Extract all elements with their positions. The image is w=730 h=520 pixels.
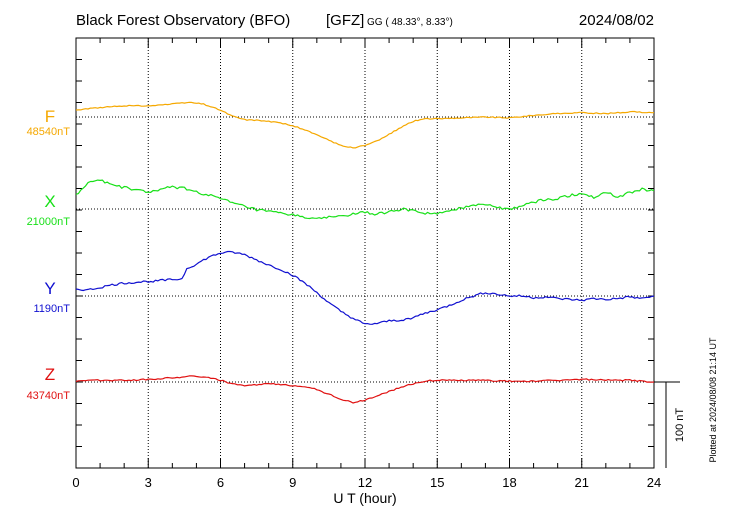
- series-line-y: [75, 250, 655, 325]
- x-tick-label: 0: [72, 475, 79, 490]
- series-baseline-label-x: 21000nT: [27, 216, 71, 228]
- x-tick-label: 3: [145, 475, 152, 490]
- scale-bar-label: 100 nT: [674, 408, 686, 443]
- x-tick-label: 6: [217, 475, 224, 490]
- plotted-timestamp: Plotted at 2024/08/08 21:14 UT: [708, 337, 718, 463]
- series-line-z: [75, 375, 655, 404]
- date-label: 2024/08/02: [579, 12, 654, 29]
- scale-bar: [654, 381, 680, 468]
- x-tick-label: 18: [502, 475, 516, 490]
- x-tick-label: 15: [430, 475, 444, 490]
- x-tick-label: 9: [289, 475, 296, 490]
- x-tick-label: 12: [358, 475, 372, 490]
- series-name-f: F: [45, 107, 55, 126]
- series-line-x: [75, 179, 655, 220]
- series-name-x: X: [44, 192, 55, 211]
- x-axis-label: U T (hour): [333, 490, 396, 506]
- agency-label: [GFZ]: [326, 12, 364, 29]
- series-baseline-label-f: 48540nT: [27, 126, 71, 138]
- x-tick-label: 24: [647, 475, 661, 490]
- series-line-f: [75, 101, 654, 149]
- series-baseline-label-z: 43740nT: [27, 390, 71, 402]
- series-name-z: Z: [45, 365, 55, 384]
- series-name-y: Y: [44, 279, 55, 298]
- series-baseline-label-y: 1190nT: [34, 303, 71, 315]
- chart-title: Black Forest Observatory (BFO): [76, 12, 290, 29]
- plot-frame: [75, 37, 655, 469]
- coordinates-label: GG ( 48.33°, 8.33°): [367, 17, 453, 28]
- x-tick-label: 21: [575, 475, 589, 490]
